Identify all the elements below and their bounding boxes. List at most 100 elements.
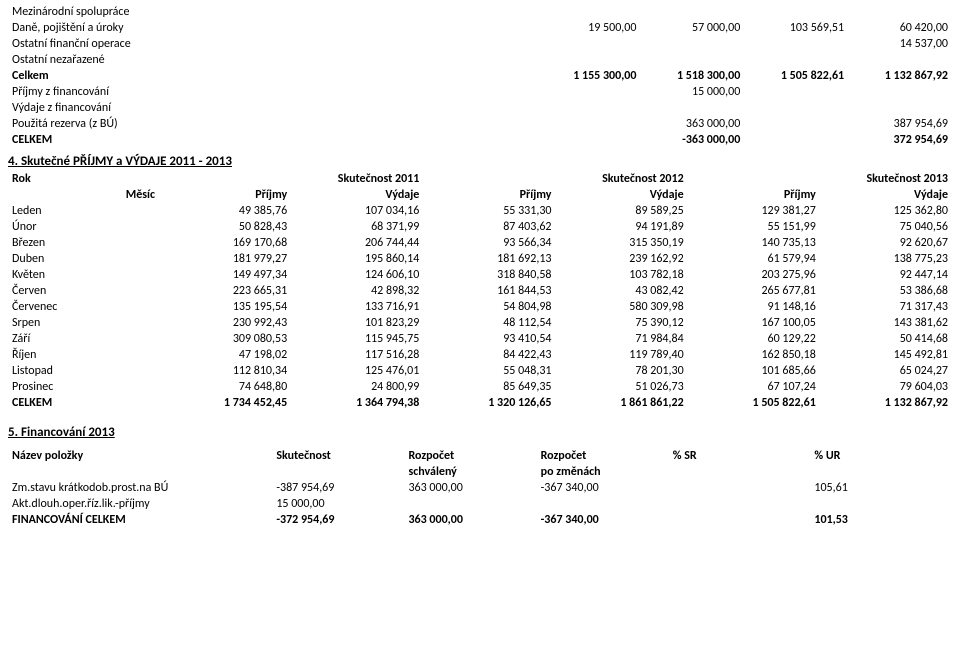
cell-value bbox=[848, 52, 952, 68]
cell-value: 101 823,29 bbox=[291, 315, 423, 331]
cell-value bbox=[329, 20, 433, 36]
col-subheader: schválený bbox=[404, 464, 536, 480]
cell-value: 124 606,10 bbox=[291, 267, 423, 283]
cell-value: 1 505 822,61 bbox=[688, 395, 820, 411]
cell-value: 19 500,00 bbox=[537, 20, 641, 36]
col-header: Název položky bbox=[8, 448, 272, 464]
table-row: CELKEM-363 000,00372 954,69 bbox=[8, 132, 952, 148]
cell-value bbox=[640, 100, 744, 116]
table-row: Leden49 385,76107 034,1655 331,3089 589,… bbox=[8, 203, 952, 219]
section5-heading: 5. Financování 2013 bbox=[8, 411, 952, 442]
cell-value bbox=[744, 84, 848, 100]
cell-value: 50 828,43 bbox=[159, 219, 291, 235]
cell-value bbox=[433, 68, 537, 84]
table-row: Květen149 497,34124 606,10318 840,58103 … bbox=[8, 267, 952, 283]
cell-value: 105,61 bbox=[810, 480, 952, 496]
cell-value bbox=[744, 36, 848, 52]
table-row: Září309 080,53115 945,7593 410,5471 984,… bbox=[8, 331, 952, 347]
table-row: Název položky Skutečnost Rozpočet Rozpoč… bbox=[8, 448, 952, 464]
cell-value: -367 340,00 bbox=[537, 480, 669, 496]
month-label: Únor bbox=[8, 219, 159, 235]
col-header: Výdaje bbox=[820, 187, 952, 203]
cell-value: 93 566,34 bbox=[423, 235, 555, 251]
cell-value: 318 840,58 bbox=[423, 267, 555, 283]
table-row: Listopad112 810,34125 476,0155 048,3178 … bbox=[8, 363, 952, 379]
cell-value: 75 390,12 bbox=[556, 315, 688, 331]
cell-value: 68 371,99 bbox=[291, 219, 423, 235]
month-label: Květen bbox=[8, 267, 159, 283]
row-label: Zm.stavu krátkodob.prost.na BÚ bbox=[8, 480, 272, 496]
cell-value bbox=[744, 100, 848, 116]
cell-value bbox=[640, 4, 744, 20]
cell-value: 67 107,24 bbox=[688, 379, 820, 395]
month-label: Březen bbox=[8, 235, 159, 251]
section4-heading: 4. Skutečné PŘÍJMY a VÝDAJE 2011 - 2013 bbox=[8, 148, 952, 171]
row-label: Příjmy z financování bbox=[8, 84, 329, 100]
cell-value: 181 979,27 bbox=[159, 251, 291, 267]
cell-value bbox=[329, 116, 433, 132]
cell-value: 53 386,68 bbox=[820, 283, 952, 299]
row-label: Daně, pojištění a úroky bbox=[8, 20, 329, 36]
cell-value: 372 954,69 bbox=[848, 132, 952, 148]
cell-value: 129 381,27 bbox=[688, 203, 820, 219]
cell-value bbox=[640, 52, 744, 68]
cell-value: 363 000,00 bbox=[404, 512, 536, 528]
row-label: CELKEM bbox=[8, 132, 329, 148]
cell-value: 169 170,68 bbox=[159, 235, 291, 251]
cell-value: 43 082,42 bbox=[556, 283, 688, 299]
cell-value bbox=[848, 100, 952, 116]
cell-value: 107 034,16 bbox=[291, 203, 423, 219]
cell-value: 138 775,23 bbox=[820, 251, 952, 267]
cell-value bbox=[744, 4, 848, 20]
cell-value bbox=[404, 496, 536, 512]
cell-value: 84 422,43 bbox=[423, 347, 555, 363]
cell-value: 145 492,81 bbox=[820, 347, 952, 363]
row-label: Ostatní finanční operace bbox=[8, 36, 329, 52]
year-header: Skutečnost 2011 bbox=[159, 171, 423, 187]
year-header: Skutečnost 2013 bbox=[688, 171, 952, 187]
cell-value bbox=[433, 100, 537, 116]
cell-value: 101 685,66 bbox=[688, 363, 820, 379]
col-header: % UR bbox=[810, 448, 952, 464]
table-row: Celkem1 155 300,001 518 300,001 505 822,… bbox=[8, 68, 952, 84]
cell-value bbox=[329, 84, 433, 100]
table-row: Březen169 170,68206 744,4493 566,34315 3… bbox=[8, 235, 952, 251]
cell-value: -367 340,00 bbox=[537, 512, 669, 528]
cell-value: 92 447,14 bbox=[820, 267, 952, 283]
cell-value: 1 505 822,61 bbox=[744, 68, 848, 84]
cell-value: 135 195,54 bbox=[159, 299, 291, 315]
cell-value: 1 861 861,22 bbox=[556, 395, 688, 411]
row-label: Mezinárodní spolupráce bbox=[8, 4, 329, 20]
month-label: Prosinec bbox=[8, 379, 159, 395]
cell-value bbox=[537, 496, 669, 512]
cell-value: 223 665,31 bbox=[159, 283, 291, 299]
cell-value: 85 649,35 bbox=[423, 379, 555, 395]
cell-value: 125 476,01 bbox=[291, 363, 423, 379]
cell-value: 315 350,19 bbox=[556, 235, 688, 251]
cell-value bbox=[669, 512, 811, 528]
cell-value: 94 191,89 bbox=[556, 219, 688, 235]
cell-value bbox=[537, 100, 641, 116]
cell-value: 115 945,75 bbox=[291, 331, 423, 347]
table-row: FINANCOVÁNÍ CELKEM-372 954,69363 000,00-… bbox=[8, 512, 952, 528]
cell-value bbox=[848, 4, 952, 20]
cell-value: 239 162,92 bbox=[556, 251, 688, 267]
cell-value: 1 364 794,38 bbox=[291, 395, 423, 411]
row-label: Použitá rezerva (z BÚ) bbox=[8, 116, 329, 132]
cell-value: 50 414,68 bbox=[820, 331, 952, 347]
table-row: Srpen230 992,43101 823,2948 112,5475 390… bbox=[8, 315, 952, 331]
table-row: Akt.dlouh.oper.říz.lik.-příjmy15 000,00 bbox=[8, 496, 952, 512]
row-label: Výdaje z financování bbox=[8, 100, 329, 116]
cell-value bbox=[537, 36, 641, 52]
cell-value bbox=[433, 4, 537, 20]
table-row: Příjmy z financování15 000,00 bbox=[8, 84, 952, 100]
cell-value: 140 735,13 bbox=[688, 235, 820, 251]
cell-value bbox=[810, 496, 952, 512]
table-row: CELKEM1 734 452,451 364 794,381 320 126,… bbox=[8, 395, 952, 411]
cell-value: 89 589,25 bbox=[556, 203, 688, 219]
cell-value: 47 198,02 bbox=[159, 347, 291, 363]
cell-value: 54 804,98 bbox=[423, 299, 555, 315]
cell-value: 15 000,00 bbox=[272, 496, 404, 512]
table-row: Měsíc Příjmy Výdaje Příjmy Výdaje Příjmy… bbox=[8, 187, 952, 203]
cell-value: 195 860,14 bbox=[291, 251, 423, 267]
